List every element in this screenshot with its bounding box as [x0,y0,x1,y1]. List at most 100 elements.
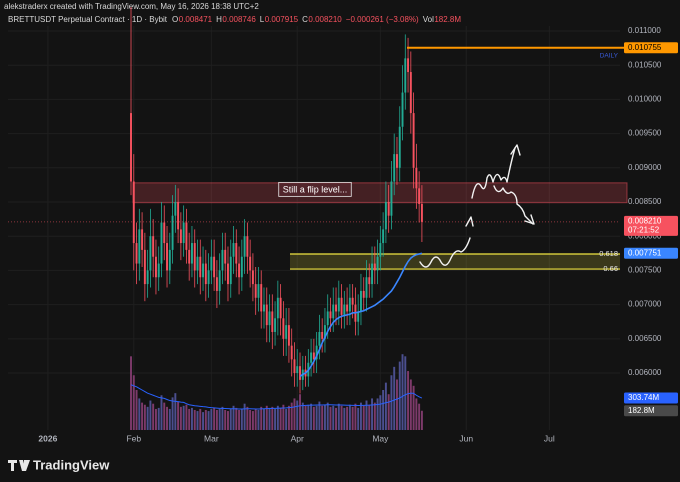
candle-body [315,345,318,360]
volume-bar [185,404,188,430]
moving-average-line [299,252,423,378]
volume-bar [135,390,138,430]
candle-body [154,256,157,278]
volume-bar [301,402,304,430]
candle-body [407,58,410,73]
volume-bar [265,405,268,430]
candle-body [348,297,351,312]
volume-bar [299,394,301,430]
volume-bar [279,407,282,430]
candle-body [196,256,199,271]
candle-body [418,188,421,204]
arrow-path [493,185,534,225]
volume-bar [293,398,296,430]
volume-bar [199,408,202,430]
ma-tag-bg [624,247,678,259]
close-tag-bg [624,215,678,236]
candle-body [390,181,393,216]
candle-body [287,325,290,346]
candle-body [224,249,227,264]
candle-body [138,229,141,264]
candle-body [412,113,415,168]
stat-key: Vol [423,15,434,24]
x-tick-label: Apr [291,433,304,443]
candle-body [177,202,180,230]
volume-bar [268,407,271,430]
volume-bar [174,393,177,430]
volume-bar [340,405,343,430]
volume-bar [177,401,180,430]
hand-drawn-arrows [419,144,535,268]
candle-body [351,297,354,305]
level-tag: 0.010755 [628,43,662,52]
candle-body [285,325,288,339]
candle-body [321,331,324,339]
close-tag: 07:21:52 [628,225,660,234]
volume-bar [310,403,313,430]
volume-bar [163,402,166,430]
candle-body [166,243,168,271]
candle-body [174,202,177,216]
candle-body [398,126,401,168]
candle-body [387,202,390,216]
volume-ma-line [130,384,423,410]
volume-bar [204,410,207,430]
candle-body [251,270,254,285]
candle-body [409,72,412,114]
candle-body [384,202,387,230]
volume-bar [351,406,354,430]
candle-body [373,263,376,271]
arrow-head [465,216,474,227]
volume-bar [193,410,196,430]
candle-body [254,284,257,298]
volume-bar [315,405,318,430]
candle-body [157,263,160,278]
volume-bar [362,405,365,430]
candle-body [376,256,379,271]
volume-bar [409,379,412,430]
volume-bar [260,406,263,430]
volume-bar [285,408,288,430]
x-tick-label: May [372,433,389,443]
candle-body [229,256,232,285]
candle-body [365,277,368,298]
volume-bar [130,356,132,430]
volume-bar [238,410,241,430]
volume-ma-tag-bg [624,392,678,404]
candle-body [171,215,174,250]
volume-bar [171,397,174,430]
close-tag: 0.008210 [628,216,662,225]
level-tag-bg [624,42,678,54]
volume-bar [235,407,238,430]
volume-bar [396,379,398,430]
candle-body [296,366,299,374]
candle-body [202,263,205,278]
volume-bar [154,408,157,430]
volume-bar [390,375,393,430]
volume-bar [229,408,232,430]
volume-bar [152,403,155,430]
candle-body [329,311,332,319]
candle-body [337,297,340,312]
candle-body [276,297,279,319]
candle-body [260,284,263,312]
volume-bar [168,408,171,430]
volume-bar [221,406,224,430]
volume-bar [387,394,390,430]
candle-body [240,256,243,278]
candle-body [152,236,155,257]
candle-body [282,318,285,339]
volume-bar [346,406,349,430]
candle-body [310,352,313,363]
candle-body [379,243,382,257]
stat-value: 0.008471 [179,15,213,24]
volume-bar [296,400,299,430]
volume-bar [359,402,362,430]
volume-bar [420,410,423,430]
volume-bar [415,398,418,430]
x-tick-label: 2026 [38,433,57,443]
stat-value: 0.007915 [265,15,299,24]
y-tick-label: 0.006000 [628,368,662,377]
candle-body [263,304,265,312]
